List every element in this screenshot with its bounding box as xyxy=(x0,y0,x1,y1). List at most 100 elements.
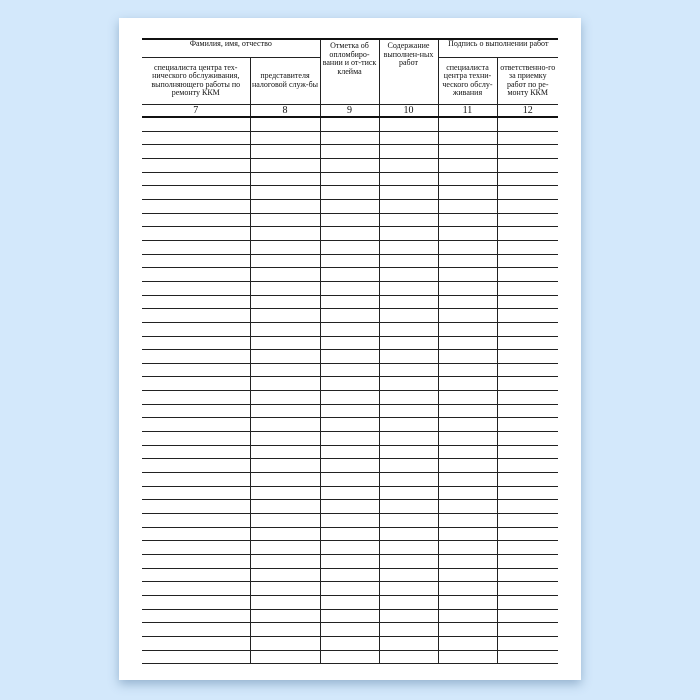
table-cell xyxy=(378,199,439,214)
table-cell xyxy=(437,445,498,460)
table-row xyxy=(142,117,559,132)
table-cell xyxy=(437,295,498,310)
table-cell xyxy=(319,322,380,337)
table-cell xyxy=(249,172,321,187)
table-cell xyxy=(319,486,380,501)
table-cell xyxy=(319,336,380,351)
table-row xyxy=(142,172,559,187)
table-cell xyxy=(437,281,498,296)
table-cell xyxy=(378,158,439,173)
col-number: 8 xyxy=(249,104,321,118)
table-cell xyxy=(142,185,251,200)
table-cell xyxy=(142,513,251,528)
table-cell xyxy=(249,513,321,528)
table-cell xyxy=(142,254,251,269)
table-cell xyxy=(378,144,439,159)
table-cell xyxy=(496,472,559,487)
table-row xyxy=(142,349,559,364)
table-row xyxy=(142,486,559,501)
table-cell xyxy=(142,213,251,228)
table-cell xyxy=(142,458,251,474)
table-cell xyxy=(249,144,321,159)
table-cell xyxy=(319,240,380,255)
table-cell xyxy=(319,636,380,651)
table-cell xyxy=(249,226,321,241)
table-cell xyxy=(496,117,559,132)
table-cell xyxy=(378,445,439,460)
table-cell xyxy=(437,199,498,214)
table-cell xyxy=(437,581,498,596)
table-cell xyxy=(142,199,251,214)
table-cell xyxy=(249,267,321,282)
table-cell xyxy=(496,609,559,624)
table-cell xyxy=(496,240,559,255)
table-cell xyxy=(142,417,251,433)
table-cell xyxy=(378,295,439,310)
table-cell xyxy=(142,554,251,569)
table-cell xyxy=(437,458,498,474)
table-cell xyxy=(437,650,498,665)
table-cell xyxy=(496,540,559,555)
table-cell xyxy=(249,486,321,501)
table-cell xyxy=(319,404,380,419)
table-cell xyxy=(437,554,498,569)
table-cell xyxy=(142,622,251,637)
table-cell xyxy=(319,267,380,282)
table-cell xyxy=(249,254,321,269)
table-row xyxy=(142,540,559,555)
table-row xyxy=(142,527,559,542)
table-row xyxy=(142,568,559,583)
table-cell xyxy=(437,308,498,323)
table-cell xyxy=(142,568,251,583)
table-cell xyxy=(249,540,321,555)
table-cell xyxy=(437,213,498,228)
table-cell xyxy=(319,172,380,187)
table-cell xyxy=(142,349,251,364)
table-cell xyxy=(437,404,498,419)
table-row xyxy=(142,363,559,378)
table-cell xyxy=(319,308,380,323)
table-cell xyxy=(378,376,439,392)
table-cell xyxy=(319,513,380,528)
table-cell xyxy=(142,527,251,542)
table-cell xyxy=(437,254,498,269)
table-cell xyxy=(319,117,380,132)
table-cell xyxy=(142,240,251,255)
table-row xyxy=(142,609,559,624)
table-cell xyxy=(378,472,439,487)
table-cell xyxy=(437,363,498,378)
col-number: 10 xyxy=(378,104,439,118)
table-cell xyxy=(496,363,559,378)
table-cell xyxy=(319,445,380,460)
table-cell xyxy=(437,322,498,337)
table-cell xyxy=(378,650,439,665)
table-cell xyxy=(378,172,439,187)
table-cell xyxy=(249,281,321,296)
header-col-12: ответственно-го за приемку работ по ре-м… xyxy=(496,56,559,106)
table-row xyxy=(142,185,559,200)
col-number: 11 xyxy=(437,104,498,118)
table-cell xyxy=(142,540,251,555)
table-row xyxy=(142,404,559,419)
table-cell xyxy=(496,131,559,146)
table-cell xyxy=(319,131,380,146)
table-cell xyxy=(437,172,498,187)
table-row xyxy=(142,376,559,392)
table-cell xyxy=(496,622,559,637)
table-cell xyxy=(249,349,321,364)
table-cell xyxy=(249,295,321,310)
table-cell xyxy=(142,472,251,487)
table-cell xyxy=(496,390,559,405)
table-cell xyxy=(437,144,498,159)
table-cell xyxy=(496,513,559,528)
table-cell xyxy=(378,554,439,569)
table-cell xyxy=(249,622,321,637)
table-cell xyxy=(378,322,439,337)
table-cell xyxy=(319,295,380,310)
table-cell xyxy=(249,363,321,378)
table-cell xyxy=(378,240,439,255)
table-cell xyxy=(319,349,380,364)
table-cell xyxy=(496,226,559,241)
table-cell xyxy=(496,172,559,187)
table-row xyxy=(142,458,559,474)
